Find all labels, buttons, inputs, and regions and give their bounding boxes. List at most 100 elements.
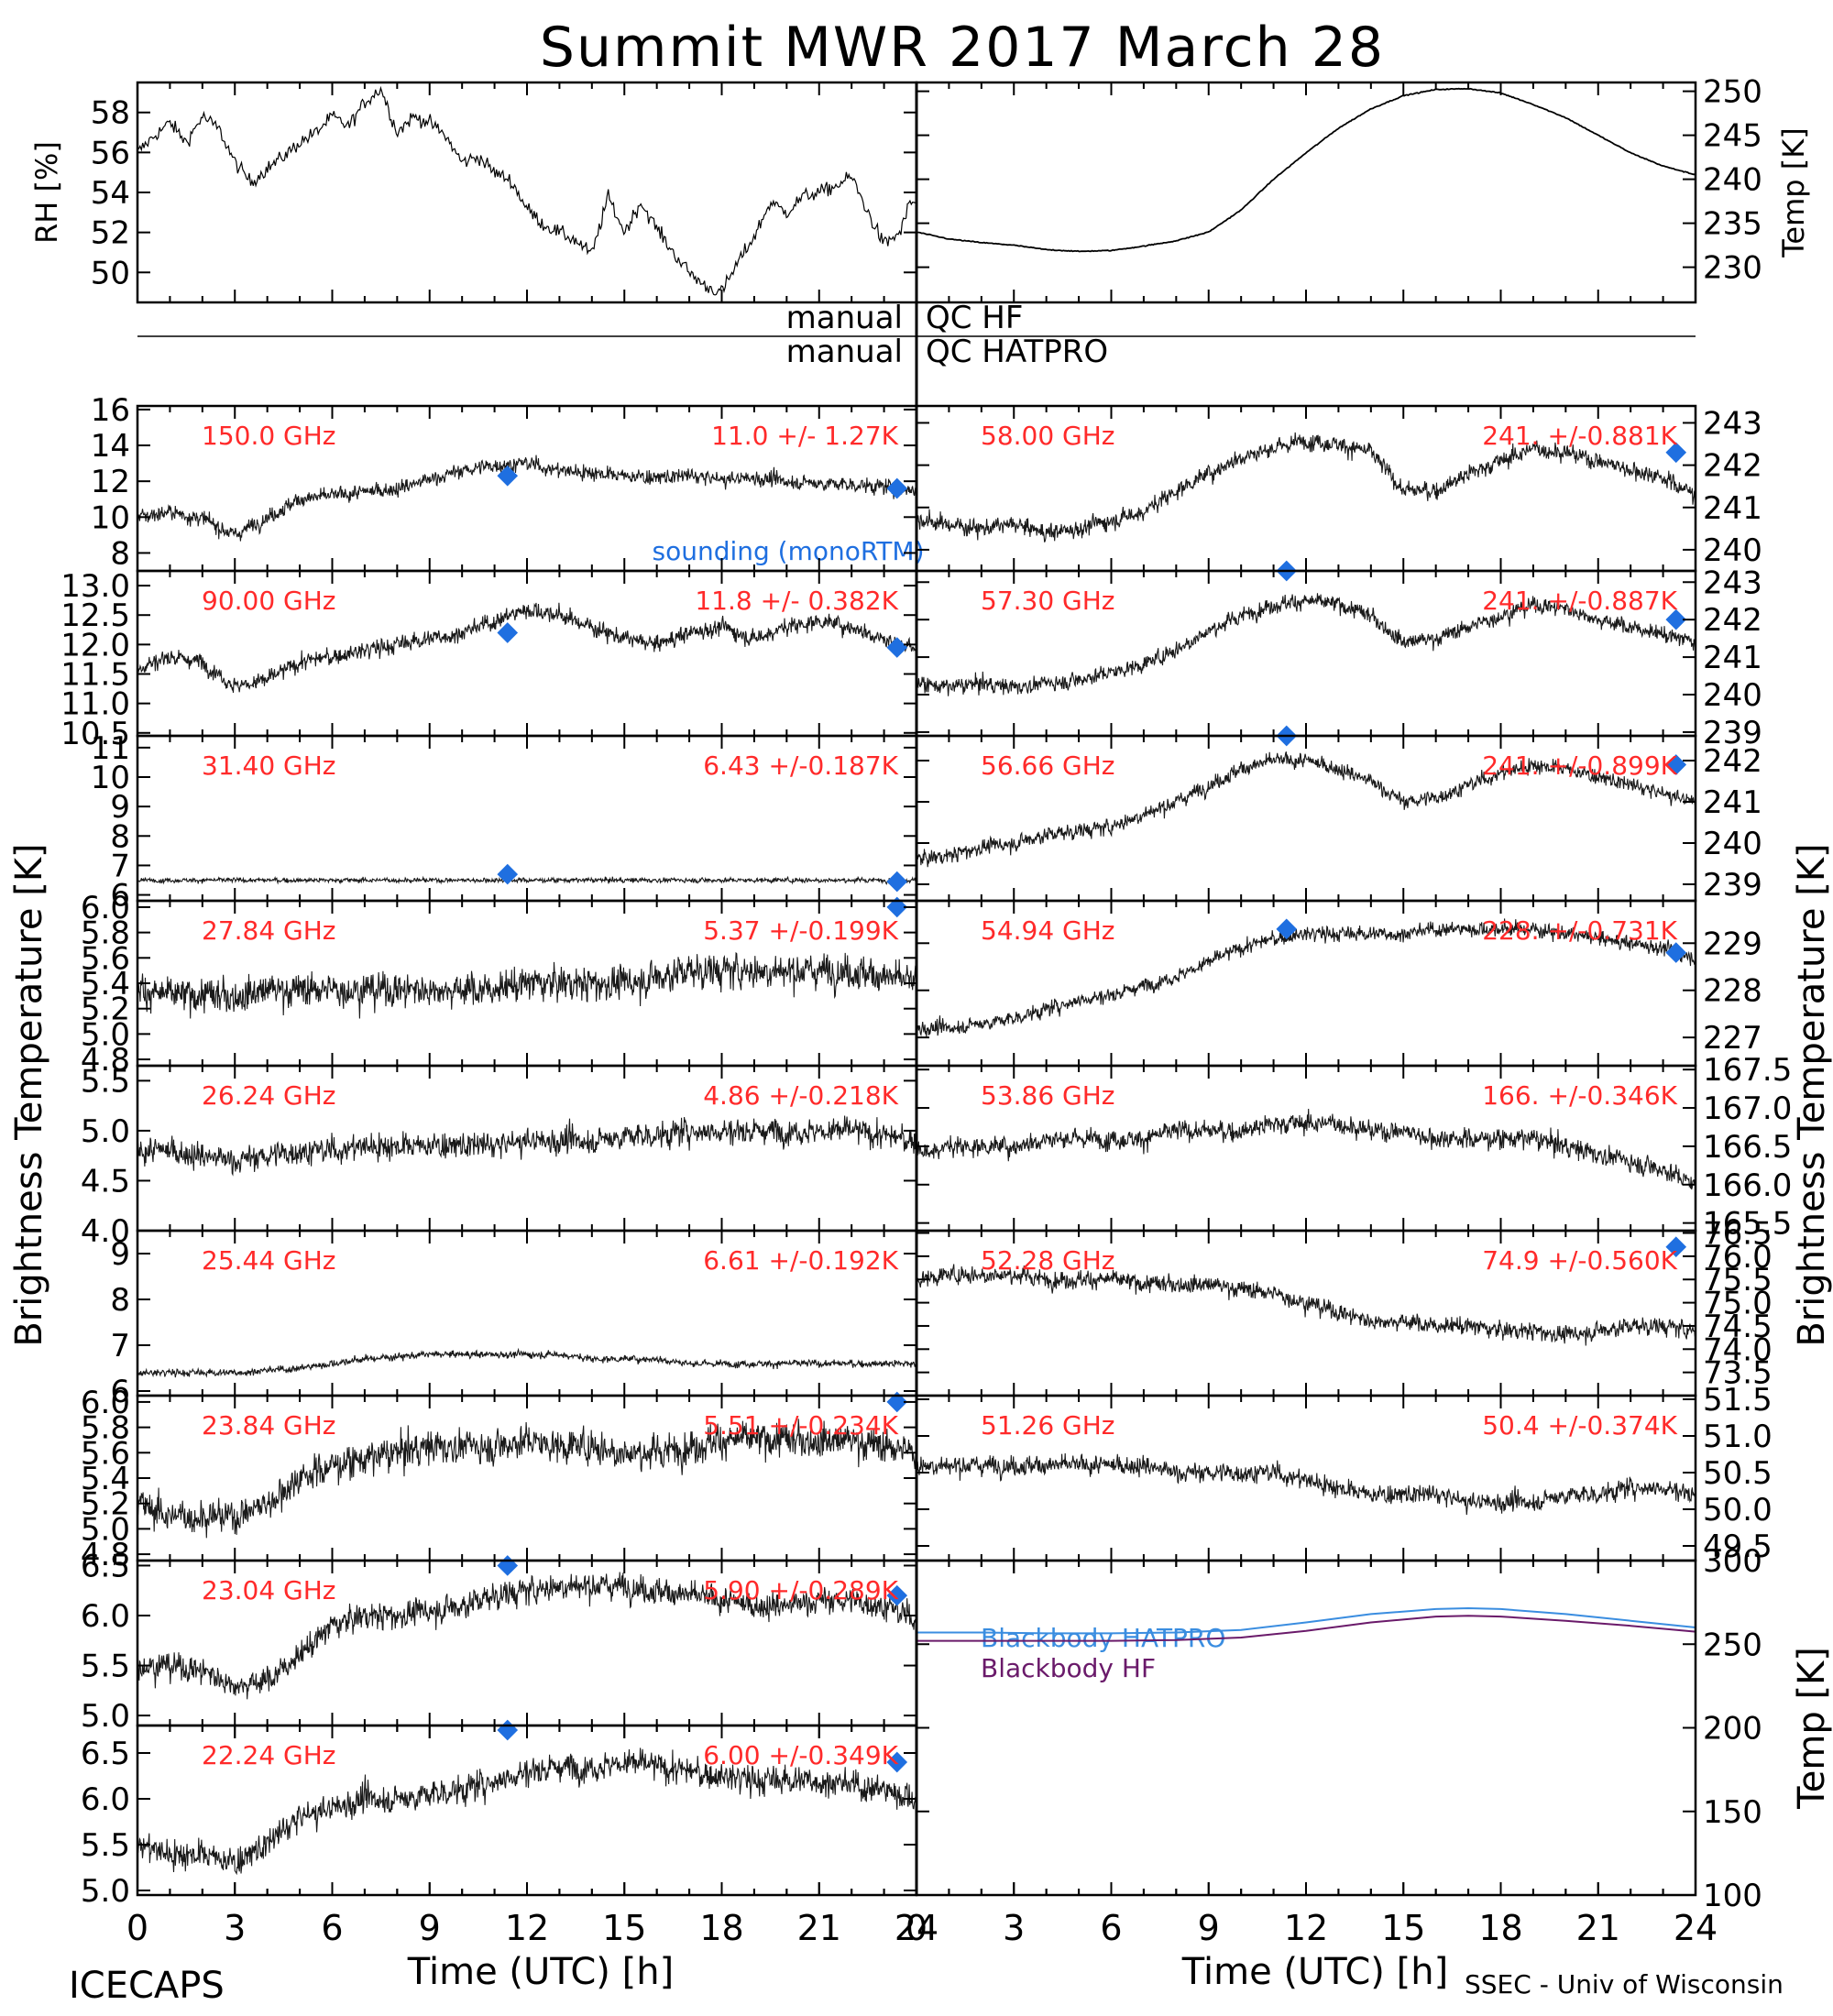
ch5800-data-series xyxy=(916,432,1696,542)
ch5800-ytick-label: 240 xyxy=(1703,532,1762,569)
temp-ytick-label: 230 xyxy=(1703,250,1762,287)
ch5126-ytick-label: 51.5 xyxy=(1703,1382,1773,1419)
ch2784-ytick-label: 5.2 xyxy=(81,992,130,1028)
ch5730-data-series xyxy=(916,593,1696,696)
ch2544-ytick-label: 9 xyxy=(110,1236,130,1273)
ch5126-ytick-label: 50.0 xyxy=(1703,1492,1773,1528)
ch5494-channel-label: 54.94 GHz xyxy=(981,915,1115,946)
ch5228-ytick-label: 73.5 xyxy=(1703,1355,1773,1392)
ch2544-ytick-label: 6 xyxy=(110,1374,130,1410)
blackbody-ytick-label: 300 xyxy=(1703,1543,1762,1580)
ch5730-ytick-label: 239 xyxy=(1703,715,1762,751)
ch2624-stat-label: 4.86 +/-0.218K xyxy=(703,1080,898,1111)
ch2784-data-series xyxy=(137,951,917,1019)
blackbody-series-line xyxy=(916,1606,1696,1635)
ch5228-ytick-label: 76.0 xyxy=(1703,1239,1773,1276)
bottom-right-axis-xtick-label: 9 xyxy=(1198,1908,1220,1948)
ch5666-channel-label: 56.66 GHz xyxy=(981,751,1115,781)
ch5386-panel: 53.86 GHz 166. +/-0.346K xyxy=(916,1080,1696,1190)
rh-frame xyxy=(136,81,918,304)
ch3140-data-series xyxy=(137,875,917,885)
ch150-ytick-label: 16 xyxy=(91,392,130,429)
ch90-ytick-label: 12.5 xyxy=(60,597,130,634)
ch3140-ytick-label: 6 xyxy=(110,878,130,915)
ch5666-data-series xyxy=(916,751,1696,868)
ch5666-ytick-label: 241 xyxy=(1703,784,1762,821)
bottom-left-axis-xtick-label: 9 xyxy=(419,1908,441,1948)
ch2624-channel-label: 26.24 GHz xyxy=(202,1080,336,1111)
ch5228-panel: 52.28 GHz 74.9 +/-0.560K xyxy=(916,1236,1696,1346)
ch3140-ytick-label: 9 xyxy=(110,789,130,826)
ch5730-sounding-marker xyxy=(1665,608,1687,630)
bottom-left-axis-xtick-label: 18 xyxy=(699,1908,743,1948)
ch5666-ytick-label: 242 xyxy=(1703,743,1762,780)
ch5730-ytick-label: 243 xyxy=(1703,564,1762,601)
ch90-ytick-label: 10.5 xyxy=(60,716,130,752)
bottom-right-axis-xtick-label: 18 xyxy=(1478,1908,1522,1948)
ch5126-ytick-label: 51.0 xyxy=(1703,1419,1773,1455)
ch2304-ytick-label: 5.0 xyxy=(81,1698,130,1735)
ch3140-stat-label: 6.43 +/-0.187K xyxy=(703,751,898,781)
ch5666-sounding-marker xyxy=(1665,754,1687,775)
rh-ytick-label: 54 xyxy=(91,175,130,212)
rh-ylabel: RH [%] xyxy=(29,141,64,244)
ch5494-stat-label: 228. +/-0.731K xyxy=(1482,915,1677,946)
ch5494-ytick-label: 227 xyxy=(1703,1020,1762,1057)
ch2384-ytick-label: 6.0 xyxy=(81,1385,130,1421)
ch150-panel: 150.0 GHz 11.0 +/- 1.27K sounding (monoRTM… xyxy=(137,421,925,566)
ch2784-ytick-label: 5.8 xyxy=(81,915,130,952)
ch2624-ytick-label: 5.0 xyxy=(81,1113,130,1150)
blackbody-frame xyxy=(915,1559,1697,1897)
rh-ytick-label: 56 xyxy=(91,135,130,171)
ch5730-panel: 57.30 GHz 241. +/-0.887K xyxy=(916,560,1696,696)
footer-right: SSEC - Univ of Wisconsin xyxy=(1465,1969,1784,2000)
ch5228-sounding-marker xyxy=(1665,1236,1687,1258)
ch3140-panel: 31.40 GHz 6.43 +/-0.187K xyxy=(137,751,917,893)
ch2384-sounding-marker xyxy=(886,1391,908,1413)
ch5666-ytick-label: 239 xyxy=(1703,867,1762,904)
bottom-right-axis-xtick-label: 24 xyxy=(1674,1908,1718,1948)
ch2384-ytick-label: 5.0 xyxy=(81,1511,130,1548)
rh-ytick-label: 52 xyxy=(91,215,130,252)
blackbody-ytick-label: 150 xyxy=(1703,1794,1762,1831)
ch2224-ytick-label: 6.0 xyxy=(81,1781,130,1818)
ch2304-data-series xyxy=(137,1572,917,1700)
left-ylabel: Brightness Temperature [K] xyxy=(8,843,50,1346)
ch5800-ytick-label: 242 xyxy=(1703,448,1762,485)
rh-ytick-label: 50 xyxy=(91,255,130,291)
ch150-channel-label: 150.0 GHz xyxy=(202,421,336,451)
ch2784-sounding-marker xyxy=(886,896,908,918)
ch150-ytick-label: 12 xyxy=(91,464,130,500)
rh-ytick-label: 58 xyxy=(91,95,130,132)
ch2224-sounding-marker xyxy=(497,1719,519,1741)
ch90-panel: 90.00 GHz 11.8 +/- 0.382K xyxy=(137,586,917,694)
ch5386-ytick-label: 166.5 xyxy=(1703,1129,1792,1166)
ch2384-ytick-label: 4.8 xyxy=(81,1537,130,1573)
temp-ylabel: Temp [K] xyxy=(1776,127,1811,257)
ch3140-ytick-label: 10 xyxy=(91,760,130,796)
ch5730-ytick-label: 241 xyxy=(1703,640,1762,676)
ch5126-stat-label: 50.4 +/-0.374K xyxy=(1482,1410,1677,1441)
ch5386-ytick-label: 167.5 xyxy=(1703,1052,1792,1089)
bottom-right-axis-xtick-label: 12 xyxy=(1284,1908,1328,1948)
blackbody-ylabel: Temp [K] xyxy=(1791,1647,1833,1810)
bottom-left-axis-xtick-label: 6 xyxy=(321,1908,343,1948)
ch5800-channel-label: 58.00 GHz xyxy=(981,421,1115,451)
ch5800-stat-label: 241. +/-0.881K xyxy=(1482,421,1677,451)
ch5386-stat-label: 166. +/-0.346K xyxy=(1482,1080,1677,1111)
ch2224-ytick-label: 6.5 xyxy=(81,1736,130,1772)
ch3140-sounding-marker xyxy=(497,863,519,885)
ch2304-channel-label: 23.04 GHz xyxy=(202,1575,336,1605)
rh-line xyxy=(137,85,917,296)
ch5126-panel: 51.26 GHz 50.4 +/-0.374K xyxy=(916,1410,1696,1516)
footer-left: ICECAPS xyxy=(69,1965,225,2007)
ch2624-ytick-label: 4.5 xyxy=(81,1163,130,1200)
ch90-ytick-label: 13.0 xyxy=(60,568,130,605)
ch2224-stat-label: 6.00 +/-0.349K xyxy=(703,1740,898,1770)
ch2224-panel: 22.24 GHz 6.00 +/-0.349K xyxy=(137,1719,917,1876)
ch2384-channel-label: 23.84 GHz xyxy=(202,1410,336,1441)
ch5730-channel-label: 57.30 GHz xyxy=(981,586,1115,616)
ch150-ytick-label: 10 xyxy=(91,499,130,536)
ch5494-ytick-label: 229 xyxy=(1703,926,1762,962)
